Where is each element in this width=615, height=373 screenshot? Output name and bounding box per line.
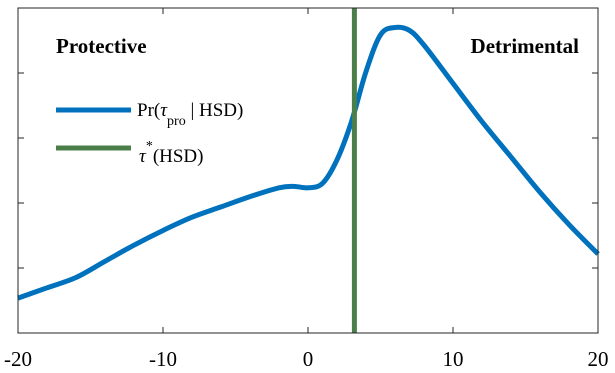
x-tick-label: -10 [149,347,177,371]
x-tick-labels: -20 -10 0 10 20 [4,347,609,371]
protective-annotation: Protective [56,34,147,58]
legend-label-threshold: τ*(HSD) [139,139,203,167]
plot-frame [17,7,599,334]
density-curve [17,24,600,301]
plot-series [17,8,600,333]
x-tick-label: 20 [588,347,609,371]
x-tick-label: 10 [443,347,464,371]
legend: Pr(τpro | HSD) τ*(HSD) [56,100,243,167]
axis-ticks [17,8,599,333]
x-tick-label: -20 [4,347,32,371]
legend-label-density: Pr(τpro | HSD) [137,100,243,129]
x-tick-label: 0 [303,347,314,371]
detrimental-annotation: Detrimental [471,34,580,58]
